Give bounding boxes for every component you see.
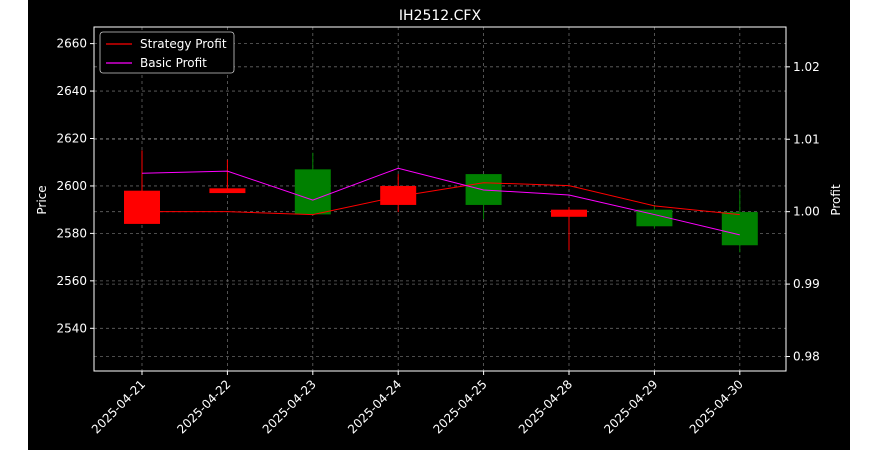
x-tick-label: 2025-04-29 <box>601 377 660 436</box>
right-tick-label: 1.00 <box>793 205 820 219</box>
left-tick-label: 2540 <box>56 321 87 335</box>
series-line <box>141 167 740 236</box>
candlestick-chart: IH2512.CFX 2540256025802600262026402660 … <box>35 8 843 436</box>
right-axis-label: Profit <box>829 184 843 216</box>
candle-body <box>380 185 417 205</box>
x-tick-label: 2025-04-22 <box>174 377 233 436</box>
x-tick-label: 2025-04-28 <box>516 377 575 436</box>
left-tick-label: 2580 <box>56 226 87 240</box>
left-y-axis: 2540 2560 2580 2600 2620 2640 2660 <box>56 37 94 335</box>
chart-title: IH2512.CFX <box>399 8 482 24</box>
x-axis: 2025-04-21 2025-04-22 2025-04-23 2025-04-24… <box>89 371 746 436</box>
candle-body <box>721 212 758 246</box>
x-tick-label: 2025-04-23 <box>260 377 319 436</box>
left-tick-label: 2620 <box>56 132 87 146</box>
plot-frame <box>93 26 787 372</box>
x-tick-label: 2025-04-24 <box>345 377 404 436</box>
right-tick-label: 1.02 <box>793 60 820 74</box>
x-tick-label: 2025-04-30 <box>687 377 746 436</box>
left-axis-label: Price <box>35 185 49 214</box>
legend: Strategy Profit Basic Profit <box>99 31 235 74</box>
legend-box <box>99 31 235 74</box>
x-tick-label: 2025-04-21 <box>89 377 148 436</box>
legend-label: Strategy Profit <box>140 37 227 51</box>
profit-lines <box>141 167 740 236</box>
right-tick-label: 1.01 <box>793 132 820 146</box>
candle-body <box>209 188 246 194</box>
left-tick-label: 2560 <box>56 274 87 288</box>
left-tick-label: 2660 <box>56 37 87 51</box>
right-y-axis: 0.98 0.99 1.00 1.01 1.02 <box>786 60 820 364</box>
left-tick-label: 2640 <box>56 84 87 98</box>
grid-lines <box>94 27 786 371</box>
candle-body <box>636 209 673 227</box>
candle-body <box>294 169 331 215</box>
candle-body <box>551 209 587 217</box>
chart-figure: IH2512.CFX 2540 2560 2580 2600 2620 2640 2660 … <box>28 0 850 450</box>
series-line <box>142 182 740 216</box>
candle-body <box>124 190 160 224</box>
x-tick-label: 2025-04-25 <box>431 377 490 436</box>
legend-label: Basic Profit <box>140 56 207 70</box>
right-tick-label: 0.98 <box>793 350 820 364</box>
left-tick-label: 2600 <box>56 179 87 193</box>
right-tick-label: 0.99 <box>793 277 820 291</box>
candles <box>124 150 758 253</box>
